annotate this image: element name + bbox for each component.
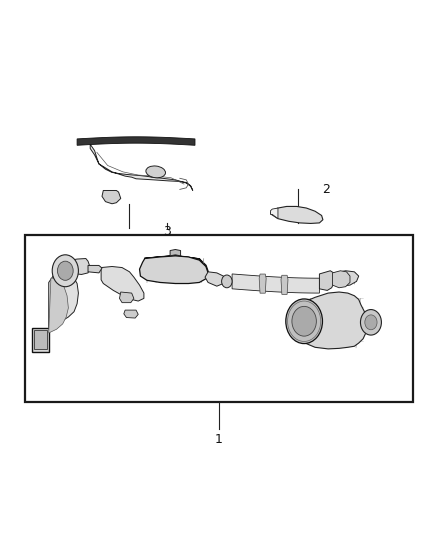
Polygon shape xyxy=(101,266,144,301)
Polygon shape xyxy=(34,330,46,349)
Polygon shape xyxy=(90,144,193,190)
Polygon shape xyxy=(88,265,102,273)
Text: 2: 2 xyxy=(322,183,330,196)
Polygon shape xyxy=(319,271,336,290)
Polygon shape xyxy=(170,249,180,256)
Polygon shape xyxy=(49,273,78,328)
Polygon shape xyxy=(124,310,138,318)
Polygon shape xyxy=(120,292,134,303)
Polygon shape xyxy=(140,256,208,284)
Polygon shape xyxy=(232,274,319,293)
Polygon shape xyxy=(271,208,278,219)
Circle shape xyxy=(360,310,381,335)
Polygon shape xyxy=(259,274,266,293)
Bar xyxy=(25,235,413,402)
Circle shape xyxy=(365,315,377,330)
Polygon shape xyxy=(301,292,367,349)
Polygon shape xyxy=(281,275,288,294)
Circle shape xyxy=(52,255,78,287)
Polygon shape xyxy=(205,272,226,286)
Polygon shape xyxy=(49,278,68,333)
Circle shape xyxy=(222,275,232,288)
Polygon shape xyxy=(102,190,121,204)
Polygon shape xyxy=(65,259,90,274)
Polygon shape xyxy=(77,137,195,146)
Polygon shape xyxy=(271,206,323,223)
Text: 3: 3 xyxy=(162,225,170,238)
Polygon shape xyxy=(332,271,350,288)
Ellipse shape xyxy=(146,166,166,178)
Text: 1: 1 xyxy=(215,433,223,446)
Circle shape xyxy=(286,299,322,344)
Polygon shape xyxy=(335,271,359,286)
Polygon shape xyxy=(32,328,49,352)
Circle shape xyxy=(292,306,316,336)
Circle shape xyxy=(57,261,73,280)
